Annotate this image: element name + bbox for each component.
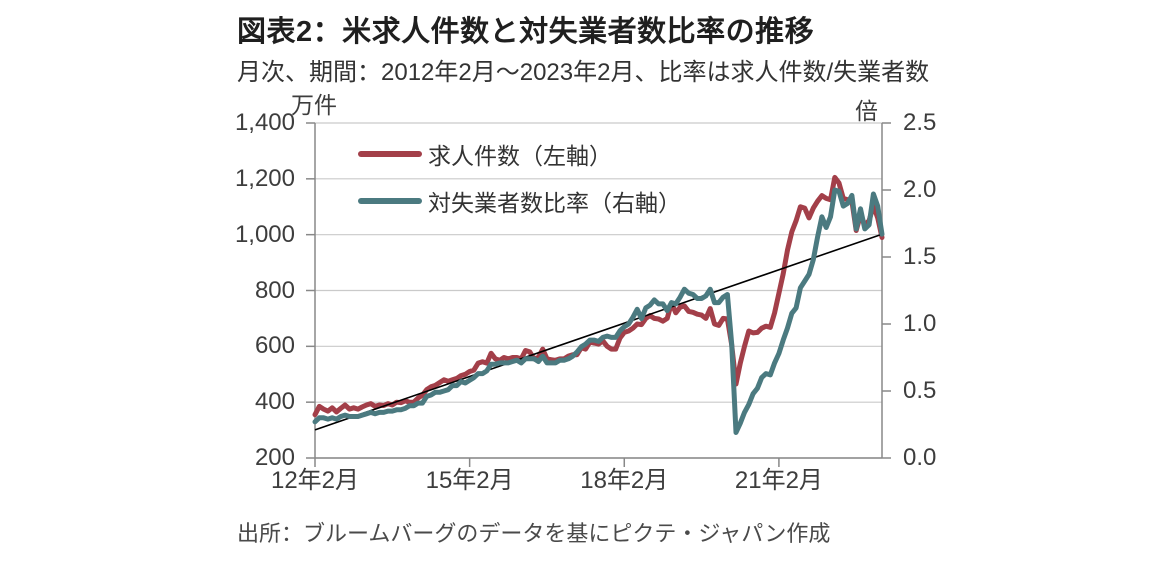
left-axis-tick-label: 200 [254,444,295,471]
right-axis-tick-label: 0.5 [903,377,937,404]
x-axis-tick-label: 15年2月 [425,467,514,494]
right-axis-tick-label: 2.5 [903,109,937,136]
legend-item-job-openings: 求人件数（左軸） [358,139,612,169]
legend-item-ratio: 対失業者数比率（右軸） [358,186,681,216]
left-axis-tick-label: 600 [254,332,295,360]
x-axis-tick-label: 12年2月 [270,467,360,494]
ratio-line-swatch [358,197,422,204]
x-axis-tick-label: 21年2月 [734,467,823,494]
legend-label-ratio: 対失業者数比率（右軸） [428,189,681,216]
right-axis-tick-label: 1.0 [903,310,937,337]
job-openings-line-swatch [358,150,422,157]
page-title: 図表2：米求人件数と対失業者数比率の推移 [237,16,815,48]
page-subtitle: 月次、期間：2012年2月～2023年2月、比率は求人件数/失業者数 [237,59,930,86]
left-axis-unit-label: 万件 [291,92,337,118]
right-axis-tick-label: 2.0 [903,176,937,203]
left-axis-tick-label: 1,400 [234,109,295,136]
left-axis-tick-label: 400 [254,388,295,416]
left-axis-tick-label: 800 [254,276,295,304]
legend-label-job-openings: 求人件数（左軸） [428,142,612,169]
left-axis-tick-label: 1,000 [234,220,295,248]
right-axis-unit-label: 倍 [855,98,878,124]
right-axis-tick-label: 0.0 [903,444,937,471]
source-note: 出所：ブルームバーグのデータを基にピクテ・ジャパン作成 [237,521,831,546]
left-axis-tick-label: 1,200 [234,164,295,192]
x-axis-tick-label: 18年2月 [580,467,669,494]
right-axis-tick-label: 1.5 [903,243,937,270]
